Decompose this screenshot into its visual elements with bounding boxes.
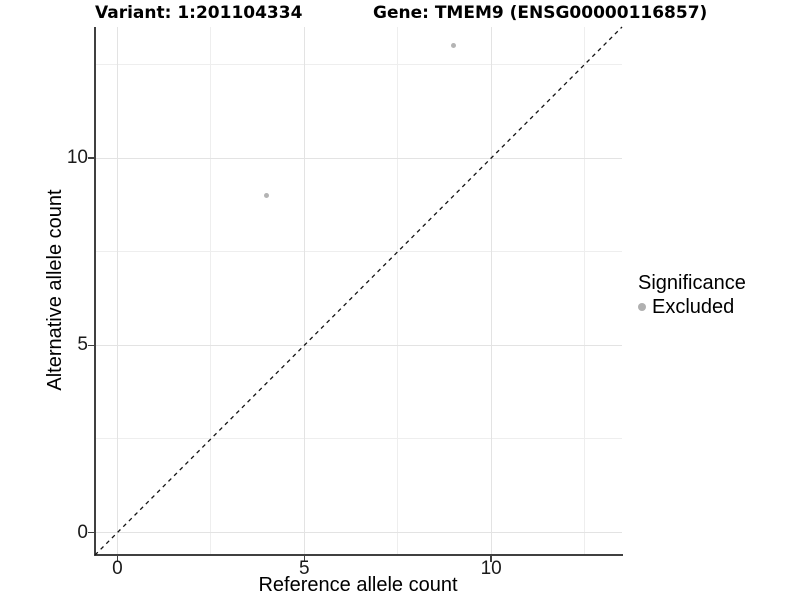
gridline-x-major	[303, 27, 305, 555]
gridline-x-minor	[210, 27, 212, 555]
legend-title: Significance	[638, 272, 746, 294]
gridline-y-major	[95, 532, 622, 534]
y-tick-mark	[88, 344, 94, 347]
y-tick-mark	[88, 531, 94, 534]
y-tick-label: 0	[77, 521, 88, 543]
gridline-x-major	[490, 27, 492, 555]
gridline-x-minor	[397, 27, 399, 555]
y-axis-title: Alternative allele count	[44, 189, 66, 391]
legend-items: Excluded	[638, 296, 746, 318]
x-axis-title: Reference allele count	[258, 574, 458, 596]
y-axis-line	[93, 27, 96, 556]
x-axis-line	[93, 554, 623, 556]
y-tick-label: 5	[77, 334, 88, 356]
data-point	[264, 193, 270, 198]
x-tick-label: 0	[112, 558, 123, 579]
y-tick-label: 10	[66, 147, 88, 169]
plot-panel	[95, 27, 622, 555]
variant-title: Variant: 1:201104334	[95, 3, 303, 23]
gridline-y-major	[95, 344, 622, 346]
x-tick-label: 10	[480, 558, 502, 579]
gene-title: Gene: TMEM9 (ENSG00000116857)	[373, 3, 708, 23]
gridline-y-minor	[95, 63, 622, 65]
x-tick-mark	[303, 556, 306, 562]
gridline-y-minor	[95, 438, 622, 440]
legend: Significance Excluded	[638, 271, 746, 318]
legend-item: Excluded	[638, 296, 746, 318]
y-tick-mark	[88, 157, 94, 159]
gridline-x-major	[116, 27, 118, 555]
gridline-y-major	[95, 157, 622, 159]
x-tick-mark	[116, 556, 119, 562]
gridline-x-minor	[584, 27, 586, 555]
x-tick-mark	[490, 556, 492, 562]
legend-key-dot	[638, 303, 646, 311]
legend-item-label: Excluded	[652, 296, 735, 318]
x-tick-label: 5	[299, 558, 310, 579]
gridline-y-minor	[95, 251, 622, 253]
data-point	[451, 43, 457, 49]
